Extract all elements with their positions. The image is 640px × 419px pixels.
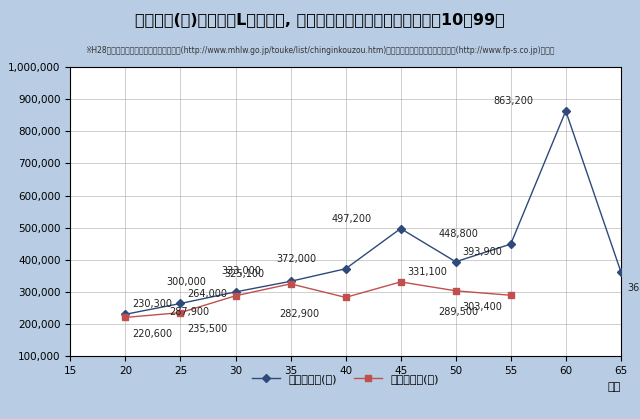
Text: 331,100: 331,100 xyxy=(408,267,447,277)
男性所定給(月) xyxy=(122,312,129,317)
Text: 220,600: 220,600 xyxy=(132,329,173,339)
Line: 男性所定給(月): 男性所定給(月) xyxy=(122,108,624,318)
女性所定給(月) xyxy=(452,288,460,293)
Text: 363,400: 363,400 xyxy=(628,283,640,293)
Text: 年齢: 年齢 xyxy=(607,382,621,392)
Text: 303,400: 303,400 xyxy=(463,302,502,312)
女性所定給(月) xyxy=(507,293,515,298)
男性所定給(月) xyxy=(562,109,570,114)
男性所定給(月) xyxy=(287,279,294,284)
男性所定給(月) xyxy=(452,259,460,264)
Text: 393,900: 393,900 xyxy=(463,247,502,257)
女性所定給(月) xyxy=(287,281,294,286)
男性所定給(月) xyxy=(507,242,515,247)
Text: 282,900: 282,900 xyxy=(279,309,319,319)
Text: 333,000: 333,000 xyxy=(221,266,261,277)
Text: 289,500: 289,500 xyxy=(438,307,479,317)
Text: 300,000: 300,000 xyxy=(166,277,206,287)
Text: 287,900: 287,900 xyxy=(169,307,209,317)
Text: 264,000: 264,000 xyxy=(188,289,227,298)
Text: 230,300: 230,300 xyxy=(132,299,172,309)
男性所定給(月) xyxy=(232,290,239,295)
女性所定給(月) xyxy=(177,310,184,315)
Text: 863,200: 863,200 xyxy=(493,96,534,106)
Text: 372,000: 372,000 xyxy=(276,254,316,264)
女性所定給(月) xyxy=(397,279,404,285)
Text: 448,800: 448,800 xyxy=(438,229,478,239)
女性所定給(月) xyxy=(232,293,239,298)
女性所定給(月) xyxy=(342,295,349,300)
Legend: 男性所定給(月), 女性所定給(月): 男性所定給(月), 女性所定給(月) xyxy=(248,369,444,388)
Text: ※H28年「厚労省賃金構造基本統計調査」(http://www.mhlw.go.jp/touke/list/chinginkouzou.htm)を基に安通社会保: ※H28年「厚労省賃金構造基本統計調査」(http://www.mhlw.go.… xyxy=(85,46,555,55)
Text: 325,100: 325,100 xyxy=(224,269,264,279)
Text: 》所定給(月)》大阪･L学術研究, 専門･技術サービス業･人数規模10～99人: 》所定給(月)》大阪･L学術研究, 専門･技術サービス業･人数規模10～99人 xyxy=(135,13,505,28)
Line: 女性所定給(月): 女性所定給(月) xyxy=(122,279,514,321)
Text: 235,500: 235,500 xyxy=(188,324,228,334)
女性所定給(月) xyxy=(122,315,129,320)
Text: 497,200: 497,200 xyxy=(331,214,371,224)
男性所定給(月) xyxy=(397,226,404,231)
男性所定給(月) xyxy=(177,301,184,306)
男性所定給(月) xyxy=(342,266,349,271)
男性所定給(月) xyxy=(617,269,625,274)
